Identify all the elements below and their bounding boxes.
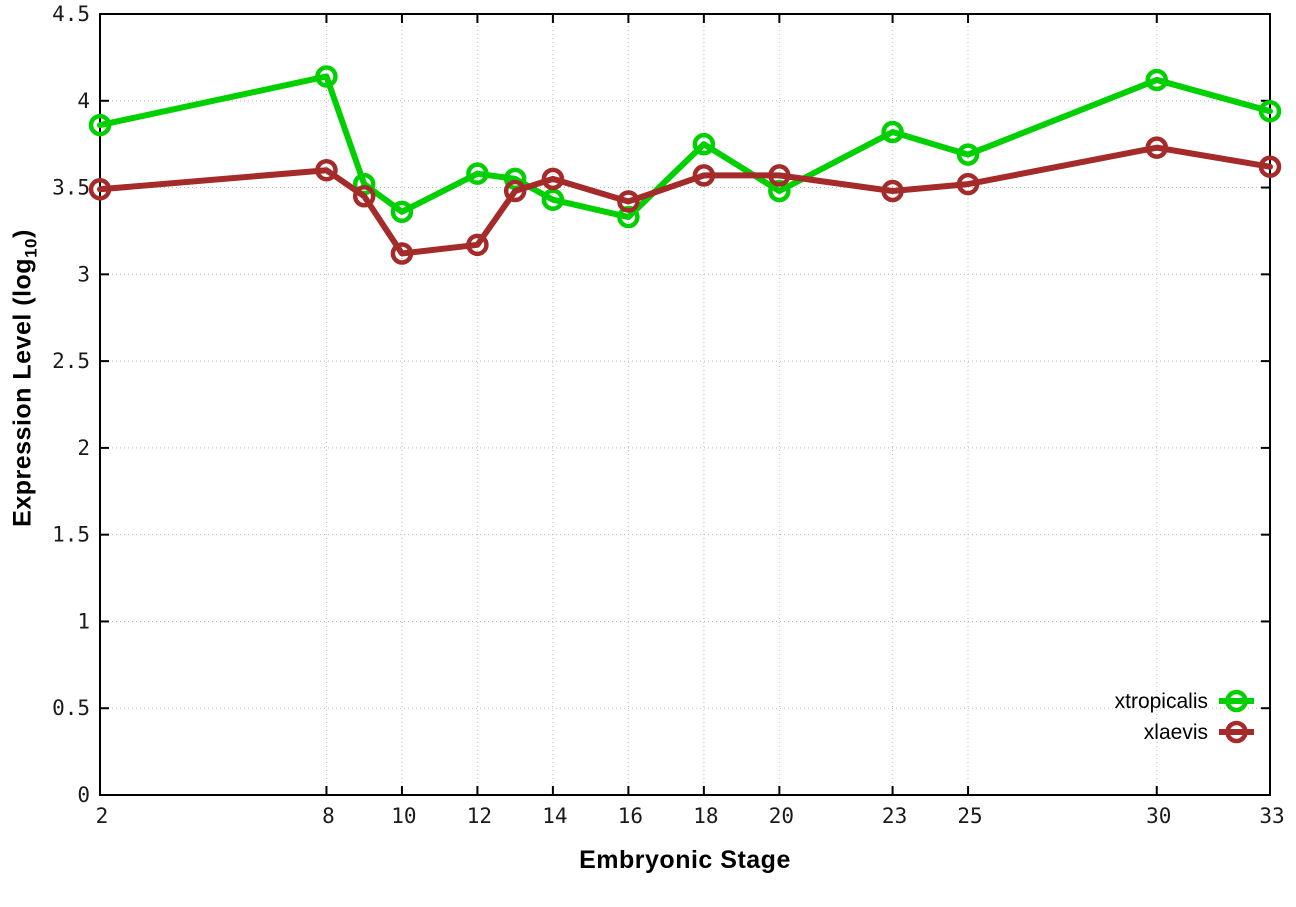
x-tick-label: 23 <box>882 804 907 828</box>
x-tick-label: 33 <box>1259 804 1284 828</box>
legend-label-xtropicalis: xtropicalis <box>1115 690 1208 713</box>
y-tick-label: 3.5 <box>52 176 90 200</box>
data-point-xlaevis <box>692 164 716 187</box>
plot-border <box>99 13 1271 796</box>
data-point-xtropicalis <box>390 200 414 224</box>
series-line-xlaevis <box>97 144 1273 257</box>
data-point-xtropicalis <box>1145 68 1169 92</box>
data-point-xtropicalis <box>1258 99 1282 123</box>
series-line-xtropicalis <box>97 73 1273 221</box>
data-point-xlaevis <box>390 242 414 265</box>
y-tick-label: 2 <box>77 436 90 460</box>
data-point-xlaevis <box>88 178 112 201</box>
data-point-xlaevis <box>541 167 565 191</box>
legend-label-xlaevis: xlaevis <box>1144 721 1208 744</box>
x-tick-label: 12 <box>467 804 492 828</box>
data-point-xlaevis <box>352 184 376 208</box>
data-point-xlaevis <box>315 158 338 182</box>
data-point-xlaevis <box>956 172 980 196</box>
y-tick-label: 3 <box>77 262 90 286</box>
x-tick-label: 14 <box>542 804 567 828</box>
y-axis-title-suffix: ) <box>8 229 37 238</box>
x-tick-label: 10 <box>391 804 416 828</box>
y-tick-label: 1 <box>77 609 90 633</box>
data-point-xlaevis <box>881 179 904 203</box>
data-point-xlaevis <box>768 164 791 187</box>
data-point-xlaevis <box>503 179 527 203</box>
y-tick-label: 2.5 <box>52 349 90 373</box>
legend-marker-xtropicalis <box>1225 689 1248 713</box>
x-tick-label: 20 <box>769 804 794 828</box>
data-point-xtropicalis <box>88 113 112 137</box>
data-point-xlaevis <box>1258 155 1282 178</box>
data-point-xlaevis <box>466 233 489 257</box>
data-point-xtropicalis <box>617 205 640 229</box>
legend-marker-xlaevis <box>1225 720 1248 744</box>
y-tick-label: 4 <box>77 89 90 113</box>
data-point-xtropicalis <box>956 143 980 166</box>
y-axis-title-subscript: 10 <box>21 237 41 258</box>
y-tick-label: 0.5 <box>52 696 90 720</box>
data-point-xtropicalis <box>466 162 489 185</box>
y-tick-label: 4.5 <box>52 2 90 26</box>
data-point-xtropicalis <box>315 65 338 88</box>
x-tick-label: 18 <box>693 804 718 828</box>
data-point-xlaevis <box>1145 136 1169 159</box>
y-tick-label: 0 <box>77 783 90 807</box>
y-axis-title: Expression Level (log10) <box>9 229 42 527</box>
x-tick-label: 8 <box>322 804 335 828</box>
data-point-xtropicalis <box>768 179 791 203</box>
y-axis-title-text: Expression Level (log <box>8 257 37 527</box>
x-tick-label: 2 <box>96 804 109 828</box>
data-point-xlaevis <box>617 190 640 213</box>
x-tick-label: 30 <box>1146 804 1171 828</box>
x-tick-label: 25 <box>957 804 982 828</box>
x-tick-label: 16 <box>618 804 643 828</box>
data-point-xtropicalis <box>692 132 716 156</box>
data-point-xtropicalis <box>881 120 904 144</box>
data-point-xtropicalis <box>541 188 565 211</box>
x-axis-title: Embryonic Stage <box>579 846 791 874</box>
y-tick-label: 1.5 <box>52 523 90 547</box>
